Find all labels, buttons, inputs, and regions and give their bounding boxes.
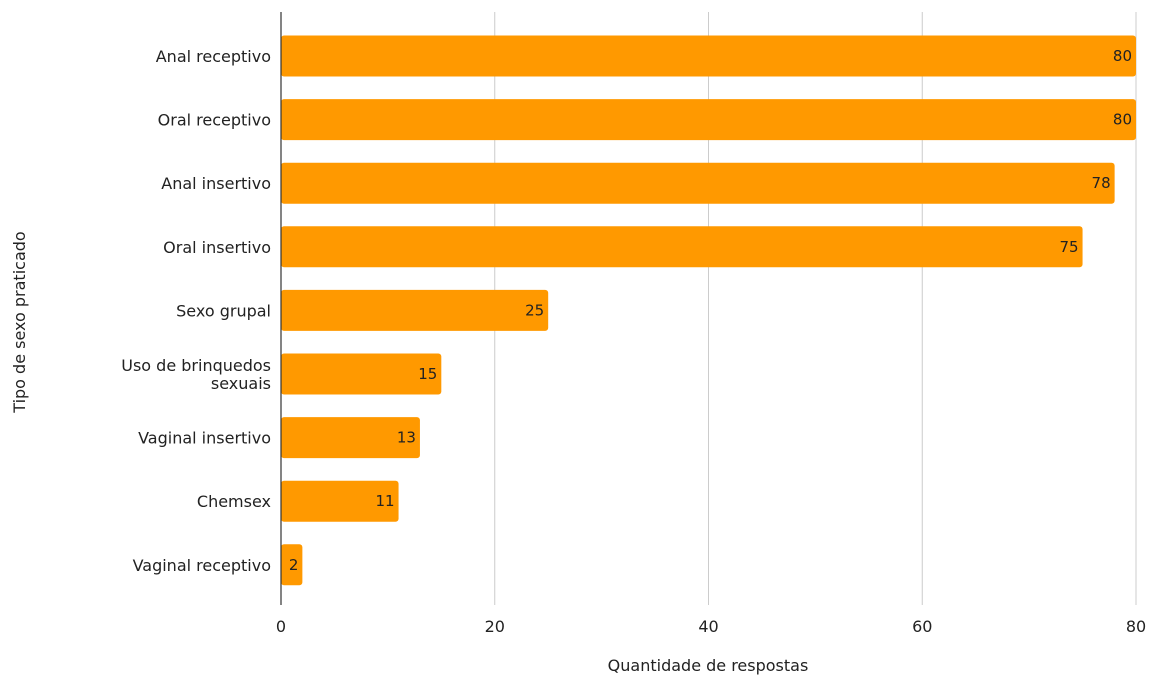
bar — [281, 289, 549, 331]
x-tick-label: 80 — [1126, 617, 1146, 636]
y-axis-title: Tipo de sexo praticado — [10, 231, 29, 413]
data-label: 11 — [375, 492, 394, 510]
bar — [281, 226, 1083, 268]
y-category-label: Sexo grupal — [176, 301, 271, 320]
bar — [281, 162, 1115, 204]
y-category-label: Anal receptivo — [156, 47, 271, 66]
data-label: 2 — [289, 556, 299, 574]
y-category-label: Vaginal receptivo — [133, 556, 271, 575]
bar — [281, 353, 442, 395]
data-label: 13 — [397, 429, 416, 447]
labels-layer: 0 20 40 60 80 80 Anal receptivo 80 Oral receptiv… — [121, 47, 1146, 636]
x-tick-label: 40 — [698, 617, 718, 636]
x-axis-title: Quantidade de respostas — [608, 656, 809, 675]
data-label: 80 — [1113, 111, 1132, 129]
bar — [281, 35, 1136, 77]
y-category-label: Anal insertivo — [161, 174, 271, 193]
y-category-label: Chemsex — [197, 492, 271, 511]
x-tick-label: 0 — [276, 617, 286, 636]
x-tick-label: 20 — [485, 617, 505, 636]
bar — [281, 417, 420, 459]
bar — [281, 99, 1136, 141]
bar — [281, 480, 399, 522]
x-tick-label: 60 — [912, 617, 932, 636]
data-label: 15 — [418, 365, 437, 383]
data-label: 75 — [1059, 238, 1078, 256]
bar — [281, 544, 303, 586]
data-label: 25 — [525, 301, 544, 319]
y-category-label: Uso de brinquedos sexuais — [121, 356, 271, 393]
y-category-label: Oral insertivo — [163, 238, 271, 257]
data-label: 80 — [1113, 47, 1132, 65]
y-category-label: Oral receptivo — [158, 111, 271, 130]
bars-layer — [281, 35, 1136, 586]
y-category-label: Vaginal insertivo — [138, 429, 271, 448]
data-label: 78 — [1092, 174, 1111, 192]
